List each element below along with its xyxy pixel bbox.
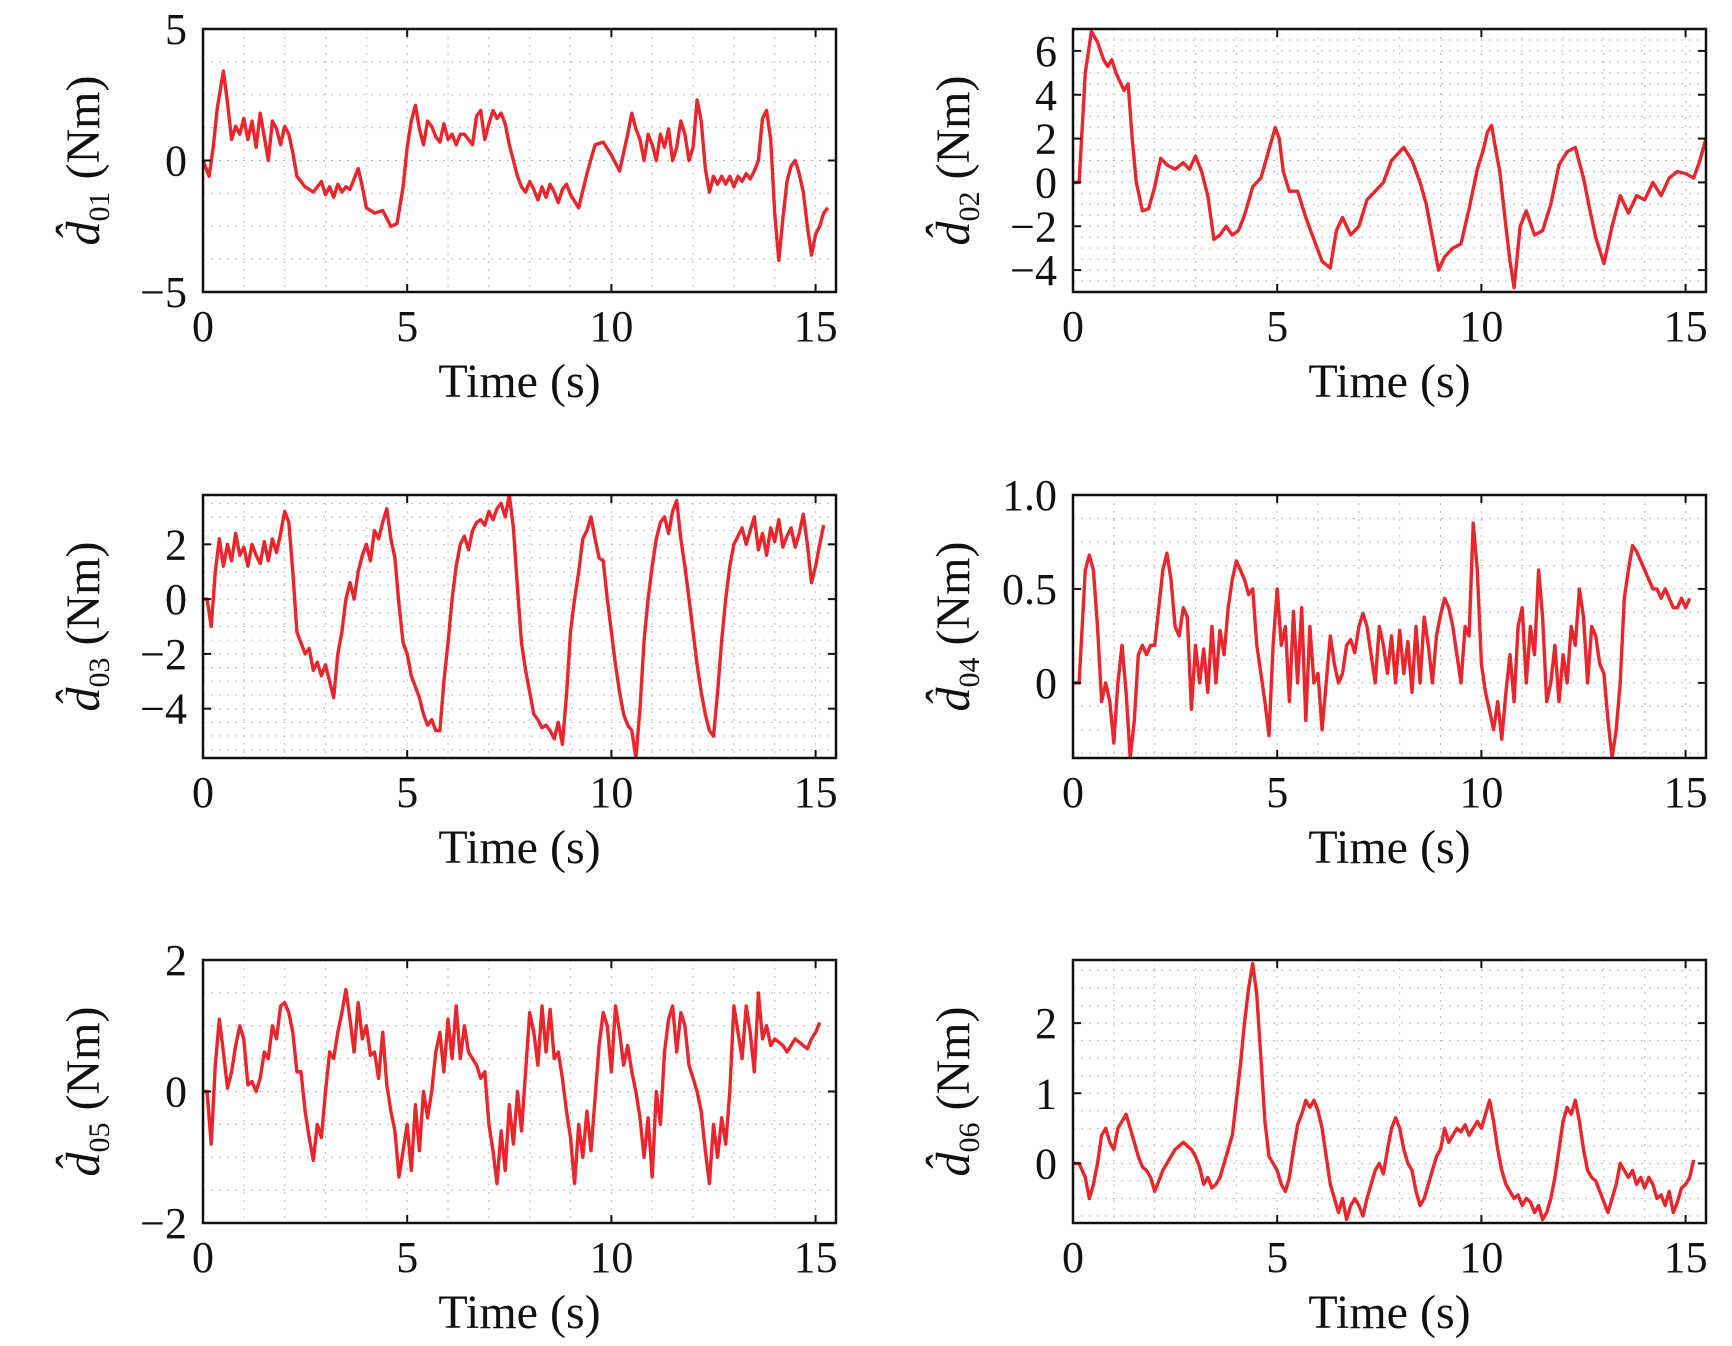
axes-frame [201, 958, 838, 1225]
x-tick-label: 15 [1664, 768, 1708, 817]
x-tick-label: 0 [192, 302, 214, 351]
series-line-d03 [203, 495, 826, 758]
x-tick-label: 5 [1266, 302, 1288, 351]
x-tick-label: 10 [589, 302, 633, 351]
x-axis-label: Time (s) [1308, 821, 1470, 874]
y-axis-label: d̂05 (Nm) [54, 1007, 116, 1177]
series-line-d06 [1073, 961, 1696, 1222]
x-tick-label: 5 [396, 1233, 418, 1282]
grid-lines [1073, 960, 1706, 1223]
grid-lines [203, 960, 836, 1223]
x-tick-label: 10 [589, 1233, 633, 1282]
y-tick-label: −4 [1010, 246, 1057, 295]
y-tick-label: 0.5 [1002, 565, 1057, 614]
y-axis-label: d̂02 (Nm) [924, 76, 986, 246]
series-line-d01 [203, 69, 830, 263]
axes-frame [201, 493, 838, 760]
y-tick-label: 0 [1035, 1139, 1057, 1188]
y-tick-label: 0 [165, 137, 187, 186]
x-tick-label: 5 [1266, 768, 1288, 817]
x-tick-label: 0 [1062, 1233, 1084, 1282]
panel-d04: 0 5 10 15 0 0.5 1.0 Time (s) d̂04 (Nm) [924, 471, 1707, 874]
y-tick-label: −2 [140, 630, 187, 679]
y-tick-label: 5 [165, 5, 187, 54]
y-tick-label: 0 [165, 1068, 187, 1117]
y-tick-label: −2 [1010, 202, 1057, 251]
x-tick-label: 0 [192, 1233, 214, 1282]
y-tick-label: 2 [1035, 999, 1057, 1048]
y-tick-label: −4 [140, 685, 187, 734]
y-tick-label: 1 [1035, 1069, 1057, 1118]
panel-d03: 0 5 10 15 −4 −2 0 2 Time (s) d̂03 (Nm) [54, 493, 838, 874]
axes-frame [1071, 27, 1708, 294]
y-tick-label: 0 [1035, 158, 1057, 207]
x-tick-label: 15 [1664, 302, 1708, 351]
series-line-d02 [1073, 29, 1706, 290]
x-tick-label: 15 [794, 1233, 838, 1282]
x-axis-label: Time (s) [438, 821, 600, 874]
x-tick-label: 15 [794, 768, 838, 817]
axes-frame [201, 27, 838, 294]
y-tick-label: 0 [165, 575, 187, 624]
y-axis-label: d̂01 (Nm) [54, 76, 116, 246]
x-tick-label: 15 [794, 302, 838, 351]
x-tick-label: 5 [396, 768, 418, 817]
x-tick-label: 5 [1266, 1233, 1288, 1282]
grid-lines [203, 29, 836, 292]
x-axis-label: Time (s) [438, 355, 600, 408]
x-tick-label: 0 [1062, 768, 1084, 817]
x-tick-label: 0 [1062, 302, 1084, 351]
y-axis-label: d̂04 (Nm) [924, 542, 986, 712]
x-tick-label: 0 [192, 768, 214, 817]
panel-d06: 0 5 10 15 0 1 2 Time (s) d̂06 (Nm) [924, 958, 1708, 1339]
x-tick-label: 5 [396, 302, 418, 351]
x-tick-label: 15 [1664, 1233, 1708, 1282]
y-tick-label: 4 [1035, 71, 1057, 120]
y-tick-label: 0 [1035, 659, 1057, 708]
grid-lines [1073, 495, 1706, 758]
y-tick-label: 2 [165, 520, 187, 569]
series-line-d04 [1073, 521, 1692, 758]
y-tick-label: 1.0 [1002, 471, 1057, 520]
x-tick-label: 10 [1459, 768, 1503, 817]
y-tick-label: −2 [140, 1199, 187, 1248]
y-axis-label: d̂06 (Nm) [924, 1007, 986, 1177]
x-tick-label: 10 [589, 768, 633, 817]
series-line-d05 [203, 987, 822, 1186]
y-tick-label: 2 [165, 936, 187, 985]
axes-frame [1071, 493, 1708, 760]
y-axis-label: d̂03 (Nm) [54, 542, 116, 712]
x-axis-label: Time (s) [1308, 1286, 1470, 1339]
x-tick-label: 10 [1459, 1233, 1503, 1282]
y-tick-label: −5 [140, 268, 187, 317]
x-axis-label: Time (s) [438, 1286, 600, 1339]
y-tick-label: 6 [1035, 27, 1057, 76]
axes-frame [1071, 958, 1708, 1225]
x-axis-label: Time (s) [1308, 355, 1470, 408]
y-tick-label: 2 [1035, 115, 1057, 164]
x-tick-label: 10 [1459, 302, 1503, 351]
grid-lines [1073, 29, 1706, 292]
